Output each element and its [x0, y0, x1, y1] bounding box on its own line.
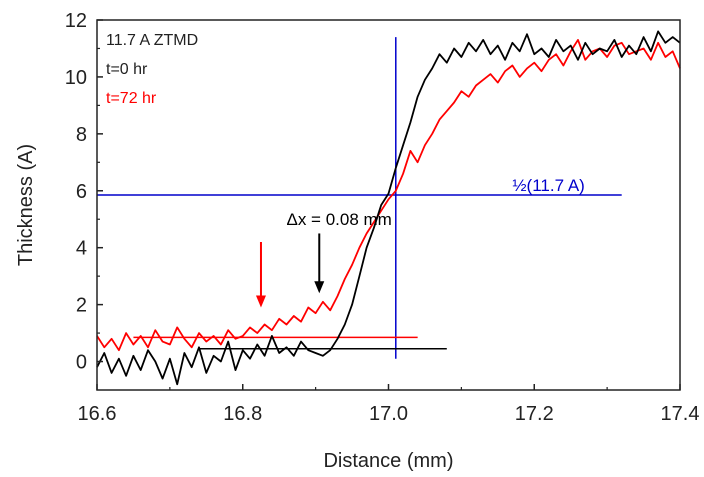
- x-axis-label: Distance (mm): [323, 450, 453, 472]
- x-tick-label-1: 16.8: [223, 403, 262, 425]
- data-series: [96, 30, 681, 386]
- x-tick-label-2: 17.0: [369, 403, 408, 425]
- annotation-1: Δx = 0.08 mm: [286, 210, 391, 229]
- legend-entry-t0: t=0 hr: [106, 61, 148, 78]
- annotations: ½(11.7 A) Δx = 0.08 mm: [286, 176, 584, 229]
- series-line-0: [96, 30, 681, 386]
- x-tick-label-4: 17.4: [661, 403, 700, 425]
- legend-title: 11.7 A ZTMD: [106, 32, 198, 49]
- arrow-head-0: [255, 295, 266, 308]
- y-tick-label-5: 10: [65, 67, 87, 89]
- y-tick-label-1: 2: [76, 295, 87, 317]
- legend-entry-t72: t=72 hr: [106, 90, 157, 107]
- series-line-1: [96, 39, 681, 352]
- x-tick-label-3: 17.2: [515, 403, 554, 425]
- y-tick-label-2: 4: [76, 238, 87, 260]
- plot-frame: [96, 19, 681, 391]
- y-tick-label-4: 8: [76, 124, 87, 146]
- arrow-head-1: [314, 281, 325, 294]
- reference-lines: [97, 37, 622, 359]
- y-axis-label: Thickness (A): [15, 144, 37, 266]
- x-tick-label-0: 16.6: [78, 403, 117, 425]
- axis-ticks: 16.6 16.8 17.0 17.2 17.4 0 2 4 6 8 10 12: [65, 10, 700, 425]
- y-tick-label-0: 0: [76, 352, 87, 374]
- legend: 11.7 A ZTMD t=0 hr t=72 hr: [106, 32, 198, 107]
- arrows: [255, 233, 325, 308]
- y-tick-label-3: 6: [76, 181, 87, 203]
- y-tick-label-6: 12: [65, 10, 87, 32]
- annotation-0: ½(11.7 A): [512, 176, 584, 195]
